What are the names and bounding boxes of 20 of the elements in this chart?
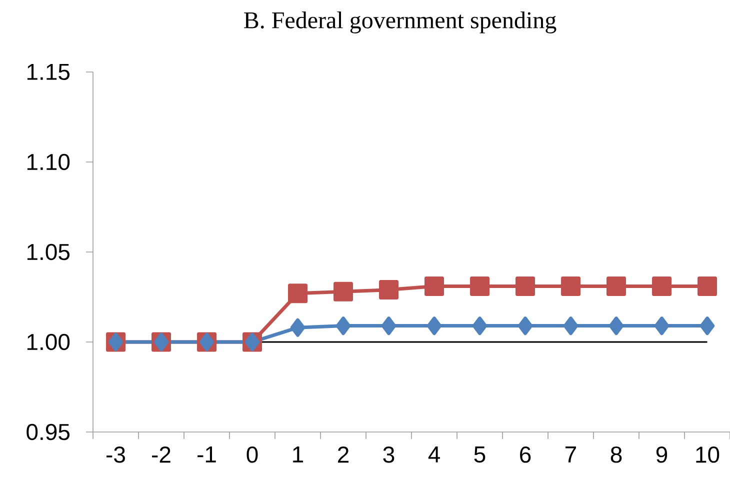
x-tick-label: -2 <box>152 446 170 463</box>
y-tick-label: 1.00 <box>27 334 70 350</box>
x-tick-label: 3 <box>383 446 394 463</box>
x-tick-label: 1 <box>293 446 304 462</box>
y-tick-label: 1.10 <box>27 154 70 170</box>
x-tick-label: 5 <box>474 446 486 463</box>
x-tick-label: -3 <box>106 446 125 463</box>
x-tick-label: 10 <box>696 446 720 463</box>
x-tick-label: 8 <box>610 446 622 463</box>
y-tick-label: 0.95 <box>26 424 70 440</box>
y-tick-label: 1.05 <box>27 244 70 260</box>
x-tick-label: 4 <box>428 446 440 462</box>
x-tick-label: 6 <box>520 446 531 463</box>
x-tick-label: 9 <box>656 446 668 463</box>
chart-title: B. Federal government spending <box>244 12 556 34</box>
x-tick-label: 0 <box>246 446 258 463</box>
x-tick-label: 2 <box>338 446 348 463</box>
x-tick-label: 7 <box>566 446 576 462</box>
y-tick-label: 1.15 <box>27 64 70 80</box>
x-tick-label: -1 <box>198 446 216 462</box>
